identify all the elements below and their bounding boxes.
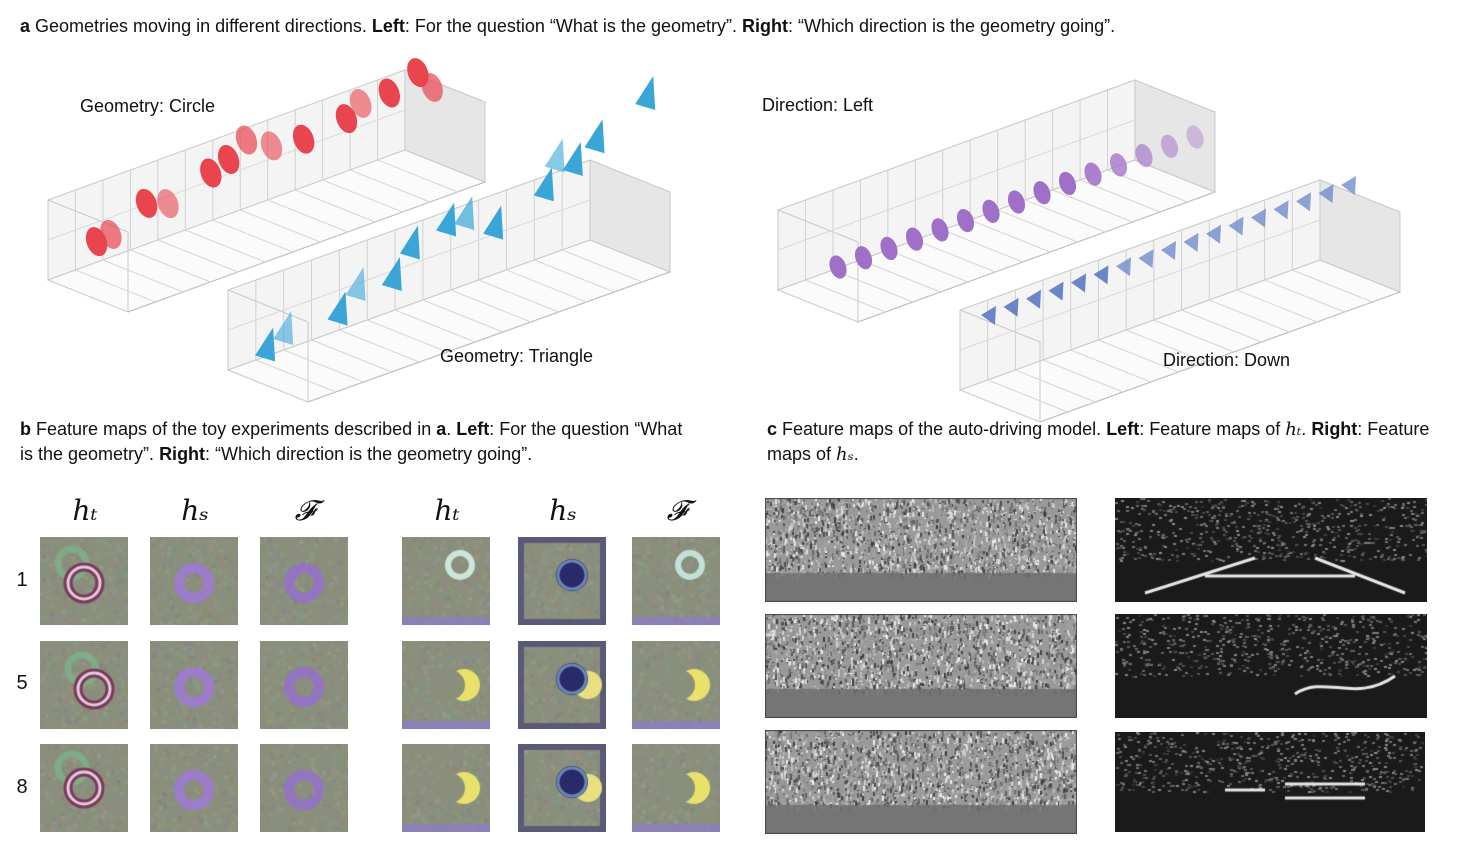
feature-map-hs-right	[518, 641, 606, 729]
driving-feature-map-ht-strip-3	[765, 730, 1077, 834]
feature-map-ht-right	[402, 744, 490, 832]
panel-b-left-word: Left	[456, 419, 489, 439]
panel-c-text: .	[854, 444, 859, 464]
feature-map-hs-right	[518, 744, 606, 832]
feature-map-ht-left	[40, 641, 128, 729]
feature-map-f-right	[632, 641, 720, 729]
feature-map-ht-left	[40, 537, 128, 625]
panel-c-text: Feature maps of the auto-driving model.	[777, 419, 1106, 439]
panel-c-left-word: Left	[1106, 419, 1139, 439]
panel-c-ht: hₜ	[1285, 419, 1301, 440]
panel-c-text: : Feature maps of	[1139, 419, 1285, 439]
panel-b-caption: b Feature maps of the toy experiments de…	[20, 417, 700, 467]
label-geometry-triangle: Geometry: Triangle	[440, 346, 593, 367]
driving-feature-map-ht-strip-1	[765, 498, 1077, 602]
triangle-shape	[545, 139, 565, 173]
panel-b-right-word: Right	[159, 444, 205, 464]
feature-map-f-right	[632, 744, 720, 832]
feature-map-hs-left	[150, 537, 238, 625]
feature-map-hs-right	[518, 537, 606, 625]
feature-map-ht-right	[402, 641, 490, 729]
col-header-ht-right: hₜ	[402, 494, 492, 527]
panel-c-caption: c Feature maps of the auto-driving model…	[767, 417, 1457, 467]
feature-map-hs-left	[150, 641, 238, 729]
driving-feature-map-ht-strip-2	[765, 614, 1077, 718]
panel-b-text: .	[446, 419, 456, 439]
feature-map-ht-right	[402, 537, 490, 625]
panel-a-illustration	[0, 0, 1464, 400]
row-header-5: 5	[12, 672, 32, 695]
panel-c-hs: hₛ	[836, 444, 854, 465]
panel-b-text: : “Which direction is the geometry going…	[205, 444, 532, 464]
label-direction-left: Direction: Left	[762, 95, 873, 116]
col-header-hs-right: hₛ	[518, 494, 608, 527]
col-header-f-left: 𝓕	[260, 494, 350, 528]
col-header-ht-left: hₜ	[40, 494, 130, 527]
col-header-f-right: 𝓕	[632, 494, 722, 528]
col-header-hs-left: hₛ	[150, 494, 240, 527]
label-geometry-circle: Geometry: Circle	[80, 96, 215, 117]
label-direction-down: Direction: Down	[1163, 350, 1290, 371]
driving-feature-map-hs-strip-2	[1115, 614, 1427, 718]
panel-c-right-word: Right	[1311, 419, 1357, 439]
feature-map-f-right	[632, 537, 720, 625]
feature-map-f-left	[260, 641, 348, 729]
row-header-8: 8	[12, 776, 32, 799]
row-header-1: 1	[12, 569, 32, 592]
feature-map-f-left	[260, 744, 348, 832]
triangle-shape	[585, 119, 605, 153]
panel-b-text: Feature maps of the toy experiments desc…	[31, 419, 436, 439]
panel-c-letter: c	[767, 419, 777, 439]
panel-c-text: .	[1301, 419, 1311, 439]
driving-feature-map-hs-strip-3	[1115, 732, 1425, 832]
feature-map-hs-left	[150, 744, 238, 832]
feature-map-ht-left	[40, 744, 128, 832]
triangle-shape	[563, 142, 583, 176]
panel-b-letter: b	[20, 419, 31, 439]
feature-map-f-left	[260, 537, 348, 625]
driving-feature-map-hs-strip-1	[1115, 498, 1427, 602]
panel-b-ref: a	[436, 419, 446, 439]
triangle-shape	[635, 76, 655, 110]
